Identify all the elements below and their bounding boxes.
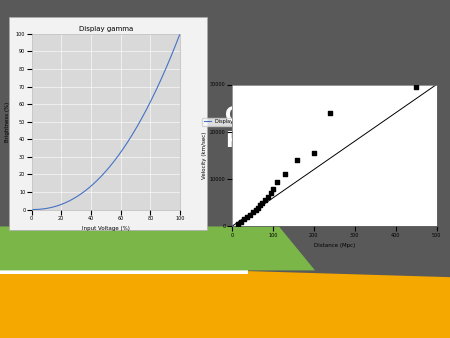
Title: Display gamma: Display gamma — [79, 26, 133, 32]
Point — [264, 194, 271, 200]
Point — [240, 217, 248, 222]
Display gamma — [109, 162, 115, 166]
Y-axis label: Brightness (%): Brightness (%) — [5, 101, 10, 142]
Point — [273, 179, 280, 184]
X-axis label: Input Voltage (%): Input Voltage (%) — [82, 226, 130, 232]
Display gamma — [150, 94, 156, 98]
Point — [252, 207, 259, 213]
Display gamma — [117, 151, 122, 155]
Display gamma — [29, 208, 34, 212]
Point — [412, 84, 419, 90]
Point — [244, 214, 251, 220]
Legend: Display gamma: Display gamma — [202, 118, 255, 126]
Display gamma — [177, 32, 183, 36]
Point — [267, 191, 274, 196]
Y-axis label: Velocity (km/sec): Velocity (km/sec) — [202, 132, 207, 179]
Point — [234, 221, 242, 226]
Point — [247, 212, 254, 217]
Point — [257, 202, 264, 208]
Point — [261, 198, 268, 203]
Text: GRAPHING AND
RELATIONSHIPS: GRAPHING AND RELATIONSHIPS — [225, 106, 410, 151]
Point — [269, 186, 276, 191]
Point — [294, 158, 301, 163]
Point — [255, 205, 262, 210]
Display gamma — [99, 173, 105, 177]
Point — [249, 210, 256, 215]
X-axis label: Distance (Mpc): Distance (Mpc) — [314, 243, 355, 248]
Point — [326, 110, 333, 116]
Point — [310, 150, 317, 156]
Point — [237, 219, 244, 224]
Line: Display gamma: Display gamma — [32, 34, 180, 210]
Point — [259, 200, 266, 206]
Display gamma — [100, 172, 106, 176]
Display gamma — [174, 41, 179, 45]
Point — [281, 172, 288, 177]
